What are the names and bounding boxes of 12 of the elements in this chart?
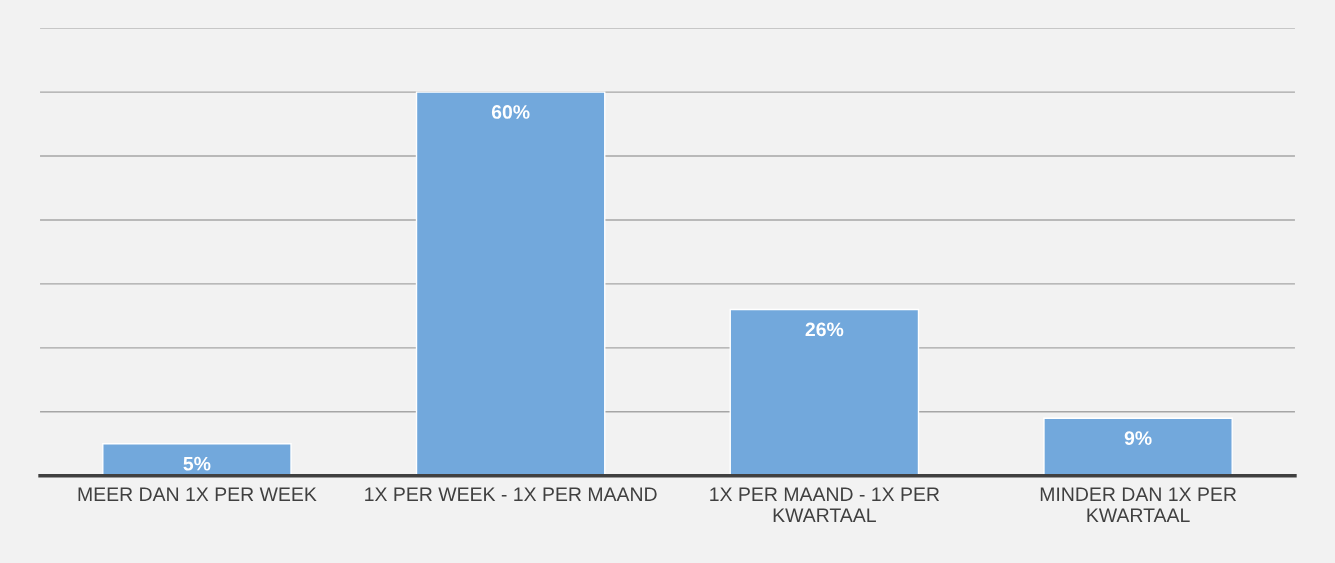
bar (415, 91, 606, 476)
x-tick-label: 1X PER MAAND - 1X PER KWARTAAL (710, 487, 940, 522)
x-tick-label: 1X PER WEEK - 1X PER MAAND (365, 487, 657, 501)
data-label: 5% (183, 456, 211, 471)
data-label: 9% (1124, 431, 1152, 445)
bar (1043, 417, 1233, 476)
bar (102, 443, 292, 476)
x-tick-label: MINDER DAN 1X PER KWARTAAL (1040, 487, 1237, 522)
data-label: 26% (805, 322, 844, 337)
x-tick-label: MEER DAN 1X PER WEEK (78, 487, 317, 501)
bar (729, 308, 920, 476)
data-label: 60% (491, 105, 530, 119)
